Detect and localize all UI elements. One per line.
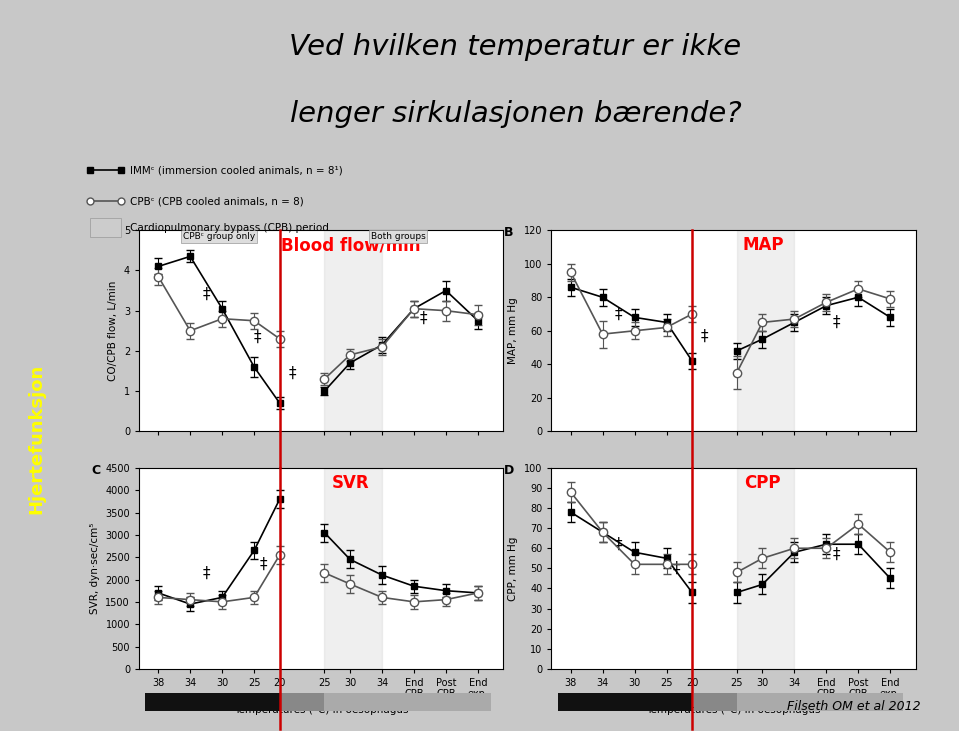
- Text: Filseth OM et al 2012: Filseth OM et al 2012: [787, 700, 921, 713]
- Text: Hjertefunksjon: Hjertefunksjon: [27, 363, 45, 514]
- Text: ‡: ‡: [202, 565, 210, 580]
- Y-axis label: SVR, dyn·sec/cm⁵: SVR, dyn·sec/cm⁵: [90, 523, 100, 614]
- Text: lenger sirkulasjonen bærende?: lenger sirkulasjonen bærende?: [290, 100, 741, 128]
- Bar: [324, 693, 491, 711]
- Text: Blood flow/min: Blood flow/min: [281, 236, 420, 254]
- Bar: [737, 693, 903, 711]
- Bar: [146, 693, 280, 711]
- Text: SVR: SVR: [332, 474, 369, 492]
- Text: D: D: [504, 463, 514, 477]
- Bar: [324, 230, 382, 431]
- Text: ‡: ‡: [289, 366, 296, 381]
- X-axis label: Temperatures (°C) in oesophagus: Temperatures (°C) in oesophagus: [646, 705, 821, 715]
- X-axis label: Temperatures (°C) in oesophagus: Temperatures (°C) in oesophagus: [234, 705, 409, 715]
- Bar: [90, 219, 121, 237]
- Text: ‡: ‡: [672, 561, 680, 576]
- Text: HCA: HCA: [294, 697, 314, 707]
- Text: ‡: ‡: [832, 315, 840, 330]
- Bar: [324, 468, 382, 669]
- Bar: [693, 693, 737, 711]
- Text: ‡: ‡: [615, 306, 622, 322]
- Text: CPBᶜ (CPB cooled animals, n = 8): CPBᶜ (CPB cooled animals, n = 8): [130, 196, 304, 206]
- Bar: [737, 230, 794, 431]
- Y-axis label: CPP, mm Hg: CPP, mm Hg: [508, 536, 519, 601]
- Text: Rewarming: Rewarming: [382, 697, 433, 707]
- Text: MAP: MAP: [742, 236, 784, 254]
- Text: ‡: ‡: [260, 556, 268, 572]
- Text: Cooling: Cooling: [202, 697, 236, 707]
- Text: Cardiopulmonary bypass (CPB) period: Cardiopulmonary bypass (CPB) period: [130, 223, 329, 232]
- Text: IMMᶜ (immersion cooled animals, n = 8¹): IMMᶜ (immersion cooled animals, n = 8¹): [130, 165, 342, 175]
- Text: Ved hvilken temperatur er ikke: Ved hvilken temperatur er ikke: [290, 33, 741, 61]
- Text: Rewarming: Rewarming: [794, 697, 846, 707]
- Y-axis label: MAP, mm Hg: MAP, mm Hg: [508, 298, 519, 364]
- Text: CPP: CPP: [744, 474, 781, 492]
- Text: Cooling: Cooling: [615, 697, 648, 707]
- Text: ‡: ‡: [701, 328, 709, 344]
- Text: A: A: [92, 227, 102, 239]
- Text: HCA: HCA: [707, 697, 726, 707]
- Text: C: C: [92, 463, 101, 477]
- Y-axis label: CO/CPB flow, L/min: CO/CPB flow, L/min: [108, 281, 118, 381]
- Bar: [558, 693, 692, 711]
- Text: ‡: ‡: [615, 537, 622, 552]
- Text: B: B: [504, 227, 514, 239]
- Text: ‡: ‡: [420, 311, 428, 326]
- Text: CPBᶜ group only: CPBᶜ group only: [183, 232, 255, 241]
- Text: ‡: ‡: [202, 287, 210, 302]
- Text: Both groups: Both groups: [370, 232, 426, 241]
- Text: ‡: ‡: [832, 547, 840, 562]
- Bar: [737, 468, 794, 669]
- Text: ‡: ‡: [253, 329, 261, 344]
- Bar: [281, 693, 324, 711]
